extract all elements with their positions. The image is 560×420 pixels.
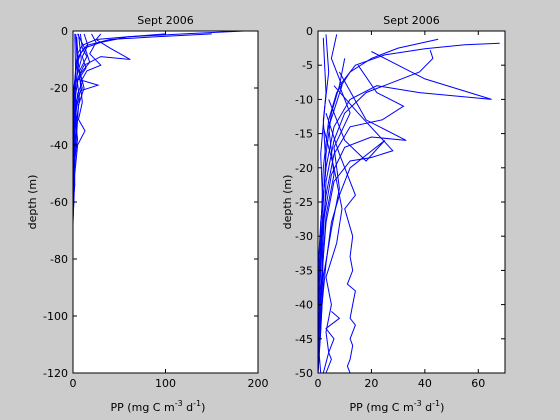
left-chart-title: Sept 2006 bbox=[137, 14, 194, 27]
right-ytick-label-2: -10 bbox=[295, 93, 313, 106]
left-ytick-label-0: 0 bbox=[61, 25, 68, 38]
left-plot-area bbox=[73, 31, 258, 373]
right-profile-line-8 bbox=[325, 112, 356, 373]
left-ytick-label-5: -100 bbox=[43, 310, 68, 323]
right-ytick-label-5: -25 bbox=[295, 196, 313, 209]
left-profile-line-2 bbox=[73, 33, 166, 111]
right-xtick-label-2: 40 bbox=[418, 377, 432, 390]
right-ytick-label-8: -40 bbox=[295, 299, 313, 312]
left-profile-line-10 bbox=[73, 33, 79, 203]
left-chart-panel: Sept 2006 depth (m) PP (mg C m-3 d-1) 0 1… bbox=[26, 14, 269, 414]
right-xtick-label-3: 60 bbox=[471, 377, 485, 390]
left-ytick-label-4: -80 bbox=[50, 253, 68, 266]
right-chart-title: Sept 2006 bbox=[383, 14, 440, 27]
right-profile-line-9 bbox=[322, 126, 343, 373]
right-ytick-label-6: -30 bbox=[295, 230, 313, 243]
right-profile-line-14 bbox=[325, 311, 341, 373]
right-chart-panel: Sept 2006 depth (m) PP (mg C m-3 d-1) 0 2… bbox=[281, 14, 506, 414]
right-ytick-label-3: -15 bbox=[295, 128, 313, 141]
left-xtick-label-0: 0 bbox=[70, 377, 77, 390]
right-plot-area bbox=[318, 31, 505, 373]
right-ytick-label-9: -45 bbox=[295, 333, 313, 346]
left-series-group bbox=[73, 31, 245, 231]
right-profile-line-13 bbox=[318, 37, 327, 373]
right-chart-ylabel: depth (m) bbox=[281, 175, 294, 230]
right-ytick-label-7: -35 bbox=[295, 264, 313, 277]
right-ytick-label-0: 0 bbox=[306, 25, 313, 38]
right-profile-line-5 bbox=[318, 71, 407, 278]
right-profile-line-12 bbox=[318, 34, 330, 373]
left-chart-xlabel: PP (mg C m-3 d-1) bbox=[111, 399, 206, 414]
right-xtick-label-0: 0 bbox=[315, 377, 322, 390]
left-profile-line-11 bbox=[73, 33, 77, 180]
left-ytick-label-1: -20 bbox=[50, 82, 68, 95]
right-series-group bbox=[318, 34, 500, 373]
right-ytick-label-10: -50 bbox=[295, 367, 313, 380]
left-ytick-label-6: -120 bbox=[43, 367, 68, 380]
left-ytick-label-3: -60 bbox=[50, 196, 68, 209]
left-chart-ylabel: depth (m) bbox=[26, 175, 39, 230]
right-profile-line-11 bbox=[318, 34, 343, 373]
left-xtick-label-1: 100 bbox=[155, 377, 176, 390]
left-xtick-label-2: 200 bbox=[248, 377, 269, 390]
right-ytick-label-4: -20 bbox=[295, 162, 313, 175]
right-ytick-label-1: -5 bbox=[302, 59, 313, 72]
right-xtick-label-1: 20 bbox=[364, 377, 378, 390]
right-chart-xlabel: PP (mg C m-3 d-1) bbox=[350, 399, 445, 414]
left-ytick-label-2: -40 bbox=[50, 139, 68, 152]
